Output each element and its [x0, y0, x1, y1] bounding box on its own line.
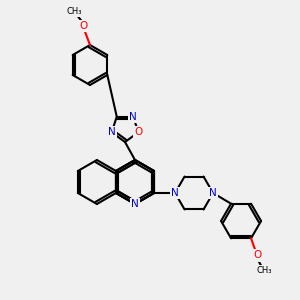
- Text: N: N: [131, 199, 139, 209]
- Text: O: O: [134, 127, 142, 137]
- Text: CH₃: CH₃: [66, 7, 82, 16]
- Text: O: O: [253, 250, 261, 260]
- Text: N: N: [129, 112, 137, 122]
- Text: N: N: [209, 188, 217, 198]
- Text: N: N: [108, 127, 116, 137]
- Text: CH₃: CH₃: [256, 266, 272, 275]
- Text: N: N: [171, 188, 179, 198]
- Text: O: O: [80, 21, 88, 31]
